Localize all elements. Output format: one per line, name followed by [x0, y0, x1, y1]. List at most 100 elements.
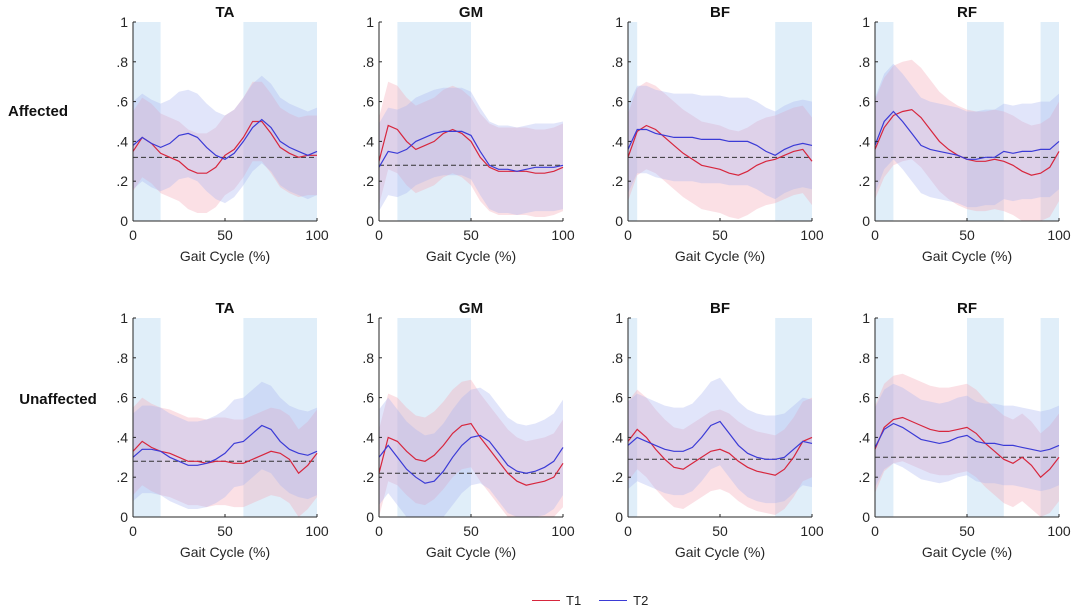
y-tick-label-unaffected-ta: .8 — [116, 350, 128, 366]
y-tick-label-affected-bf: .2 — [611, 173, 623, 189]
mean-line-t1-affected-gm — [378, 124, 564, 174]
phase-band-unaffected-ta-0 — [133, 318, 161, 517]
phase-band-affected-rf-2 — [1040, 22, 1059, 221]
x-tick-label-unaffected-gm: 50 — [463, 523, 479, 539]
y-tick-label-affected-rf: .8 — [858, 54, 870, 70]
panel-affected-ta: 0 .2 .4 .6 .8 1 0 50 100 Gait Cycle (%) TA — [116, 4, 329, 264]
y-tick-label-unaffected-bf: 1 — [615, 310, 623, 326]
x-tick-label-unaffected-rf: 100 — [1047, 523, 1071, 539]
x-tick-label-unaffected-bf: 50 — [712, 523, 728, 539]
x-axis-label-unaffected-bf: Gait Cycle (%) — [675, 544, 765, 560]
legend-swatch-t2 — [599, 599, 628, 601]
phase-band-unaffected-rf-2 — [1040, 318, 1059, 517]
y-tick-label-affected-gm: 0 — [366, 213, 374, 229]
x-tick-label-unaffected-gm: 100 — [551, 523, 575, 539]
x-tick-label-unaffected-bf: 0 — [624, 523, 632, 539]
mean-line-t1-affected-bf — [627, 124, 813, 176]
mean-line-t1-unaffected-ta — [132, 440, 318, 475]
panel-title-affected-gm: GM — [459, 4, 483, 21]
sd-band-t2-unaffected-ta — [133, 381, 317, 509]
sd-band-t1-affected-bf — [628, 81, 812, 219]
phase-band-affected-bf-1 — [775, 22, 812, 221]
y-tick-label-affected-rf: 1 — [862, 14, 870, 30]
x-tick-label-affected-gm: 100 — [551, 227, 575, 243]
panel-affected-gm: 0 .2 .4 .6 .8 1 0 50 100 Gait Cycle (%) GM — [362, 4, 575, 264]
y-tick-label-affected-bf: .6 — [611, 94, 623, 110]
phase-band-unaffected-rf-1 — [967, 318, 1004, 517]
x-axis-label-affected-ta: Gait Cycle (%) — [180, 248, 270, 264]
mean-line-t1-unaffected-gm — [378, 422, 564, 486]
y-tick-label-unaffected-bf: .8 — [611, 350, 623, 366]
panel-unaffected-ta: 0 .2 .4 .6 .8 1 0 50 100 Gait Cycle (%) TA — [116, 300, 329, 560]
y-tick-label-affected-gm: .4 — [362, 133, 374, 149]
panel-affected-rf: 0 .2 .4 .6 .8 1 0 50 100 Gait Cycle (%) RF — [858, 4, 1071, 264]
y-tick-label-unaffected-ta: 1 — [120, 310, 128, 326]
x-tick-label-unaffected-gm: 0 — [375, 523, 383, 539]
sd-band-t1-affected-gm — [379, 81, 563, 217]
row-label-unaffected: Unaffected — [19, 391, 97, 408]
mean-line-t2-affected-bf — [627, 128, 813, 156]
y-tick-label-unaffected-bf: .2 — [611, 469, 623, 485]
y-tick-label-affected-bf: 1 — [615, 14, 623, 30]
legend: T1 T2 — [532, 592, 648, 608]
legend-item-t2: T2 — [599, 593, 648, 608]
x-axis-label-affected-bf: Gait Cycle (%) — [675, 248, 765, 264]
sd-band-t2-affected-rf — [875, 63, 1059, 208]
y-tick-label-unaffected-rf: 0 — [862, 509, 870, 525]
panel-title-affected-bf: BF — [710, 4, 730, 21]
y-tick-label-unaffected-rf: 1 — [862, 310, 870, 326]
x-axis-label-unaffected-ta: Gait Cycle (%) — [180, 544, 270, 560]
phase-band-affected-ta-0 — [133, 22, 161, 221]
mean-line-t2-affected-gm — [378, 130, 564, 172]
y-tick-label-unaffected-rf: .8 — [858, 350, 870, 366]
y-tick-label-unaffected-gm: 1 — [366, 310, 374, 326]
mean-line-t2-unaffected-gm — [378, 434, 564, 484]
y-tick-label-affected-ta: .6 — [116, 94, 128, 110]
x-tick-label-affected-gm: 0 — [375, 227, 383, 243]
mean-line-t1-unaffected-rf — [874, 416, 1060, 479]
y-tick-label-affected-ta: 1 — [120, 14, 128, 30]
panel-unaffected-rf: 0 .2 .4 .6 .8 1 0 50 100 Gait Cycle (%) RF — [858, 300, 1071, 560]
mean-line-t2-unaffected-bf — [627, 420, 813, 460]
y-tick-label-unaffected-gm: .2 — [362, 469, 374, 485]
y-tick-label-unaffected-gm: .8 — [362, 350, 374, 366]
y-tick-label-unaffected-bf: .6 — [611, 390, 623, 406]
y-tick-label-affected-ta: 0 — [120, 213, 128, 229]
mean-line-t1-unaffected-bf — [627, 428, 813, 476]
sd-band-t2-unaffected-bf — [628, 377, 812, 504]
phase-band-unaffected-rf-0 — [875, 318, 894, 517]
x-tick-label-affected-bf: 100 — [800, 227, 824, 243]
y-tick-label-unaffected-ta: 0 — [120, 509, 128, 525]
legend-swatch-t1 — [532, 599, 560, 601]
panel-unaffected-bf: 0 .2 .4 .6 .8 1 0 50 100 Gait Cycle (%) BF — [611, 300, 824, 560]
y-tick-label-affected-ta: .2 — [116, 173, 128, 189]
phase-band-unaffected-bf-1 — [775, 318, 812, 517]
y-tick-label-unaffected-ta: .2 — [116, 469, 128, 485]
panel-title-affected-ta: TA — [216, 4, 235, 21]
phase-band-unaffected-ta-1 — [243, 318, 317, 517]
y-tick-label-unaffected-rf: .4 — [858, 429, 870, 445]
y-tick-label-affected-ta: .4 — [116, 133, 128, 149]
phase-band-affected-bf-0 — [628, 22, 638, 221]
phase-band-affected-gm-0 — [397, 22, 471, 221]
x-tick-label-affected-gm: 50 — [463, 227, 479, 243]
sd-band-t1-affected-rf — [875, 59, 1059, 221]
y-tick-label-affected-bf: 0 — [615, 213, 623, 229]
y-tick-label-unaffected-ta: .6 — [116, 390, 128, 406]
y-tick-label-affected-ta: .8 — [116, 54, 128, 70]
y-tick-label-unaffected-bf: .4 — [611, 429, 623, 445]
mean-line-t1-affected-ta — [132, 120, 317, 174]
y-tick-label-affected-bf: .8 — [611, 54, 623, 70]
legend-label-t2: T2 — [633, 592, 649, 608]
legend-label-t1: T1 — [566, 592, 582, 608]
y-tick-label-affected-rf: .4 — [858, 133, 870, 149]
sd-band-t1-unaffected-ta — [133, 397, 317, 517]
sd-band-t2-affected-bf — [628, 85, 812, 200]
y-tick-label-affected-rf: 0 — [862, 213, 870, 229]
phase-band-unaffected-gm-0 — [397, 318, 471, 517]
y-tick-label-affected-gm: .2 — [362, 173, 374, 189]
y-tick-label-affected-bf: .4 — [611, 133, 623, 149]
x-tick-label-affected-bf: 50 — [712, 227, 728, 243]
